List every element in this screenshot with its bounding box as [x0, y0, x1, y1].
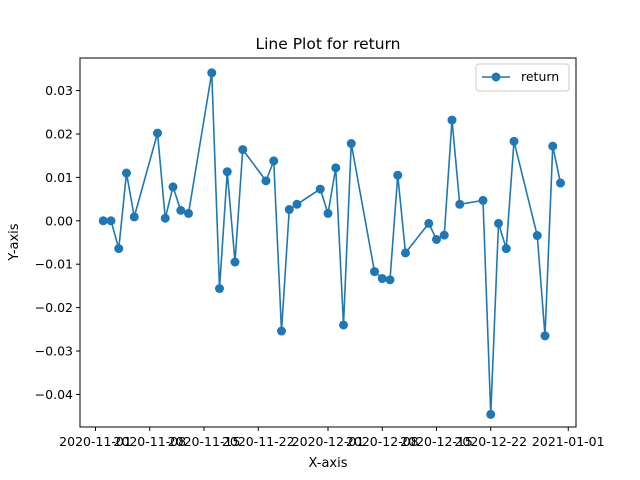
data-point — [292, 199, 302, 209]
x-tick-label: 2020-11-08 — [113, 434, 186, 449]
data-point — [122, 168, 131, 178]
data-point — [315, 184, 325, 194]
y-tick-label: 0.02 — [45, 126, 73, 141]
data-point — [532, 231, 542, 241]
legend-box — [475, 63, 570, 92]
data-point — [215, 284, 224, 294]
chart-title: Line Plot for return — [255, 35, 400, 53]
x-tick-label: 2020-11-22 — [222, 434, 295, 449]
data-point — [129, 212, 139, 222]
data-point — [184, 208, 193, 218]
data-point — [377, 274, 387, 284]
data-point — [160, 213, 170, 223]
data-point — [494, 218, 503, 228]
x-axis-ticks: 2020-11-012020-11-082020-11-152020-11-22… — [59, 427, 605, 449]
x-tick-label: 2021-01-01 — [532, 434, 605, 449]
y-tick-label: −0.01 — [35, 257, 73, 272]
data-point — [556, 178, 565, 188]
y-tick-label: −0.04 — [35, 387, 73, 402]
x-tick-label: 2020-12-22 — [454, 434, 527, 449]
data-point — [401, 248, 410, 258]
data-point — [501, 244, 511, 254]
y-tick-label: 0.00 — [45, 213, 73, 228]
y-tick-label: −0.03 — [35, 344, 73, 359]
y-tick-label: −0.02 — [35, 300, 73, 315]
data-series — [98, 68, 565, 419]
data-point — [432, 234, 441, 244]
data-point — [207, 68, 217, 78]
x-tick-label: 2020-12-01 — [292, 434, 365, 449]
data-point — [230, 257, 240, 267]
y-axis-label: Y-axis — [7, 223, 22, 261]
data-point — [168, 182, 178, 192]
data-point — [486, 409, 496, 419]
y-tick-label: 0.01 — [45, 170, 73, 185]
data-point — [176, 205, 186, 215]
x-axis-label: X-axis — [309, 456, 348, 471]
legend: return — [475, 63, 570, 92]
data-point — [424, 218, 434, 228]
data-point — [284, 205, 294, 215]
data-point — [331, 163, 341, 173]
legend-label: return — [521, 69, 559, 84]
data-point — [222, 167, 232, 177]
data-point — [323, 208, 333, 218]
plot-area — [80, 58, 576, 427]
data-point — [269, 156, 279, 166]
data-point — [447, 115, 457, 125]
x-tick-label: 2020-11-01 — [59, 434, 132, 449]
data-point — [106, 216, 116, 226]
data-point — [509, 136, 519, 146]
data-point — [277, 326, 286, 336]
data-point — [478, 195, 488, 205]
legend-marker-swatch — [491, 72, 501, 82]
data-point — [346, 139, 356, 149]
x-tick-label: 2020-12-08 — [346, 434, 419, 449]
data-point — [98, 216, 108, 226]
data-point — [153, 128, 162, 138]
data-point — [393, 170, 403, 180]
data-point — [455, 199, 465, 209]
data-point — [261, 176, 271, 186]
data-point — [114, 244, 124, 254]
data-point — [439, 230, 449, 240]
data-point — [548, 141, 558, 151]
data-point — [385, 275, 395, 285]
x-tick-label: 2020-11-15 — [168, 434, 241, 449]
x-tick-label: 2020-12-15 — [400, 434, 473, 449]
y-axis-ticks: 0.03 0.02 0.01 0.00 −0.01 −0.02 −0.03 −0.04 — [35, 83, 80, 402]
data-point — [540, 331, 550, 341]
data-point — [370, 267, 379, 277]
data-point — [339, 320, 348, 330]
plot-frame — [79, 57, 577, 428]
y-tick-label: 0.03 — [45, 83, 73, 98]
data-point — [238, 145, 248, 155]
